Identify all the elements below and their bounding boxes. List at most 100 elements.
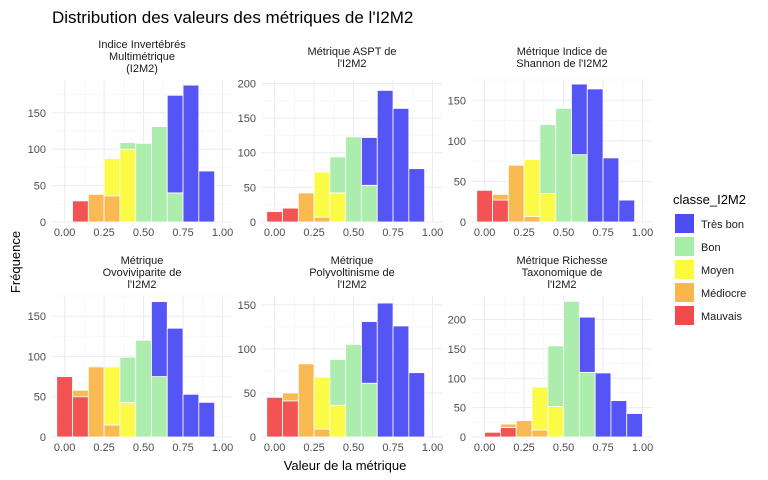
facet-panel: 0 50 100 150 0.00 0.25 0.50 0.75 1.00 Métrique In…: [448, 46, 654, 239]
histogram-bar: [547, 345, 564, 407]
legend-swatch: [675, 306, 694, 325]
histogram-bar: [135, 142, 152, 223]
histogram-bar: [151, 126, 168, 223]
facet-strip-label: l'I2M2: [338, 279, 367, 291]
histogram-bar: [578, 371, 596, 438]
x-axis-title: Valeur de la métrique: [284, 458, 407, 473]
legend-label: Médiocre: [701, 288, 746, 300]
facet-panels: 0 50 100 150 0.00 0.25 0.50 0.75 1.00 Indice Inve…: [28, 39, 654, 454]
histogram-bar: [571, 154, 588, 223]
x-tick-label: 0.25: [513, 442, 534, 454]
x-tick-label: 0.00: [54, 227, 75, 239]
x-tick-label: 0.50: [553, 227, 574, 239]
x-tick-label: 0.00: [264, 227, 285, 239]
y-tick-label: 100: [28, 144, 46, 156]
x-tick-label: 0.00: [54, 442, 75, 454]
histogram-bar: [515, 420, 533, 438]
histogram-bar: [266, 396, 283, 438]
legend-swatch: [675, 283, 694, 302]
facet-strip-label: l'I2M2: [338, 58, 367, 70]
x-tick-label: 1.00: [212, 442, 233, 454]
histogram-bar: [392, 108, 410, 223]
y-tick-label: 150: [238, 300, 256, 312]
facet-strip-label: Métrique ASPT de: [307, 46, 396, 58]
histogram-bar: [500, 427, 517, 438]
x-tick-label: 1.00: [632, 227, 653, 239]
histogram-bar: [282, 392, 299, 402]
histogram-bar: [484, 431, 501, 438]
x-tick-label: 1.00: [422, 442, 443, 454]
y-tick-label: 0: [40, 217, 46, 229]
x-tick-label: 0.00: [474, 227, 495, 239]
histogram-bar: [103, 366, 121, 426]
histogram-bar: [618, 199, 636, 223]
histogram-bar: [626, 413, 643, 438]
histogram-bar: [119, 142, 137, 150]
histogram-bar: [266, 211, 283, 223]
x-tick-label: 1.00: [632, 442, 653, 454]
y-tick-label: 100: [238, 148, 256, 160]
y-tick-label: 0: [250, 217, 256, 229]
histogram-bar: [182, 84, 200, 223]
legend-label: Bon: [701, 242, 721, 254]
x-tick-label: 0.25: [303, 442, 324, 454]
x-tick-label: 0.25: [93, 442, 114, 454]
legend-label: Mauvais: [701, 311, 742, 323]
facet-strip-label: Multimétrique: [109, 51, 175, 63]
histogram-bar: [87, 193, 105, 223]
x-tick-label: 0.50: [133, 227, 154, 239]
y-tick-label: 150: [448, 95, 466, 107]
facet-panel: 0 50 100 150 0.00 0.25 0.50 0.75 1.00 MétriqueOvo…: [28, 255, 234, 454]
y-tick-label: 0: [40, 432, 46, 444]
x-tick-label: 0.00: [264, 442, 285, 454]
facet-strip-label: Ovoviviparite de: [103, 267, 182, 279]
y-tick-label: 100: [448, 136, 466, 148]
histogram-bar: [313, 216, 331, 223]
histogram-bar: [87, 366, 105, 438]
histogram-bar: [492, 199, 509, 223]
histogram-bar: [297, 363, 315, 438]
histogram-bar: [476, 189, 493, 223]
histogram-bar: [135, 339, 152, 438]
y-tick-label: 150: [28, 108, 46, 120]
facet-strip-label: l'I2M2: [548, 279, 577, 291]
histogram-bar: [313, 428, 331, 438]
histogram-bar: [392, 325, 410, 438]
histogram-bar: [578, 316, 596, 373]
x-tick-label: 1.00: [212, 227, 233, 239]
facet-strip-label: l'I2M2: [128, 279, 157, 291]
y-tick-label: 50: [244, 388, 256, 400]
x-tick-label: 0.75: [592, 227, 613, 239]
y-axis-title: Fréquence: [8, 231, 23, 293]
histogram-bar: [531, 429, 549, 438]
histogram-bar: [523, 215, 541, 223]
facet-strip-label: Polyvoltinisme de: [309, 267, 395, 279]
histogram-bar: [166, 327, 184, 438]
histogram-bar: [563, 300, 580, 438]
legend-swatch: [675, 214, 694, 233]
histogram-bar: [282, 207, 299, 223]
histogram-bar: [594, 372, 612, 438]
legend-label: Moyen: [701, 265, 734, 277]
y-tick-label: 100: [448, 373, 466, 385]
histogram-bar: [539, 124, 557, 194]
x-tick-label: 0.25: [93, 227, 114, 239]
y-tick-label: 50: [454, 403, 466, 415]
histogram-bar: [329, 404, 347, 438]
histogram-bar: [56, 376, 73, 438]
histogram-bar: [507, 164, 525, 223]
histogram-bar: [103, 424, 121, 438]
y-tick-label: 100: [238, 344, 256, 356]
x-tick-label: 0.00: [474, 442, 495, 454]
histogram-bar: [539, 193, 557, 223]
x-tick-label: 0.25: [513, 227, 534, 239]
y-tick-label: 200: [448, 315, 466, 327]
histogram-bar: [555, 108, 572, 223]
histogram-bar: [329, 359, 347, 406]
legend-swatch: [675, 237, 694, 256]
histogram-bar: [119, 148, 137, 223]
y-tick-label: 150: [448, 344, 466, 356]
x-tick-label: 1.00: [422, 227, 443, 239]
histogram-bar: [151, 376, 168, 438]
y-tick-label: 200: [238, 78, 256, 90]
